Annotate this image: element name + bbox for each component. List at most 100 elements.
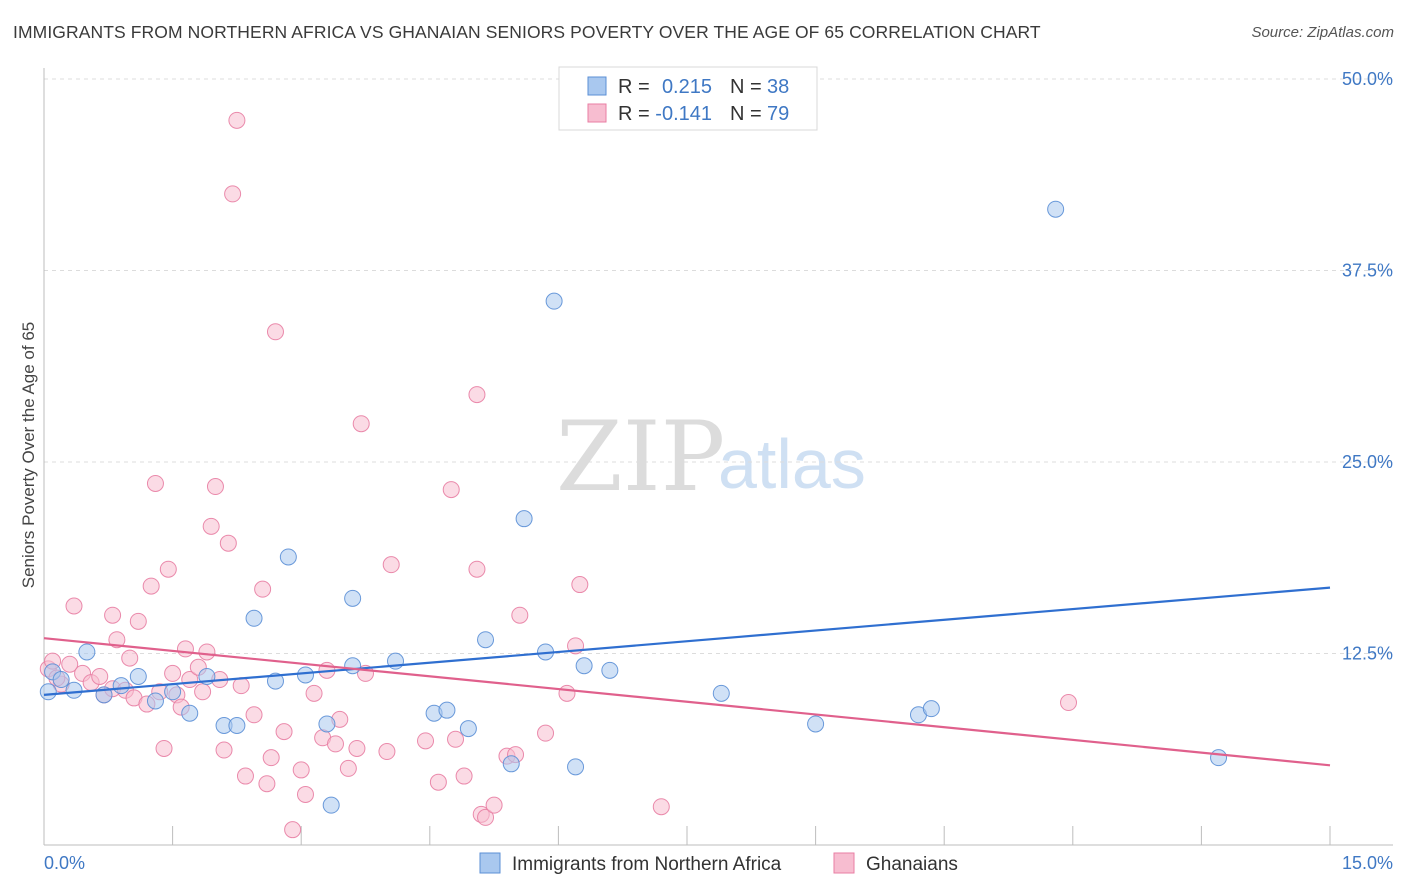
point-ghanaians	[206, 478, 224, 496]
bottom-legend-label: Immigrants from Northern Africa	[512, 854, 782, 875]
point-immigrants-northern-africa	[65, 681, 83, 699]
point-ghanaians	[245, 706, 263, 724]
point-ghanaians	[159, 560, 177, 578]
point-ghanaians	[258, 775, 276, 793]
point-ghanaians	[455, 767, 473, 785]
point-immigrants-northern-africa	[712, 684, 730, 702]
point-ghanaians	[164, 664, 182, 682]
watermark-atlas: atlas	[718, 425, 866, 503]
watermark-zip: ZIP	[556, 401, 725, 513]
point-ghanaians	[429, 773, 447, 791]
point-ghanaians	[382, 556, 400, 574]
point-ghanaians	[352, 415, 370, 433]
point-ghanaians	[537, 724, 555, 742]
point-ghanaians	[202, 517, 220, 535]
point-immigrants-northern-africa	[1210, 749, 1228, 767]
point-ghanaians	[266, 323, 284, 341]
point-immigrants-northern-africa	[245, 609, 263, 627]
point-immigrants-northern-africa	[477, 631, 495, 649]
point-ghanaians	[61, 655, 79, 673]
point-ghanaians	[348, 739, 366, 757]
point-ghanaians	[326, 735, 344, 753]
point-ghanaians	[91, 667, 109, 685]
y-axis-title: Seniors Poverty Over the Age of 65	[19, 322, 38, 588]
point-ghanaians	[194, 683, 212, 701]
bottom-legend: Immigrants from Northern Africa Ghanaians	[479, 852, 958, 875]
point-ghanaians	[339, 759, 357, 777]
legend-r-label: R =	[618, 103, 650, 125]
point-ghanaians	[108, 631, 126, 649]
y-tick-labels: 12.5% 25.0% 37.5% 50.0%	[1342, 69, 1393, 664]
point-ghanaians	[198, 643, 216, 661]
point-ghanaians	[378, 743, 396, 761]
legend-n-label: N =	[730, 103, 762, 125]
legend-n-value: 38	[767, 76, 789, 98]
watermark: ZIP atlas	[556, 401, 866, 513]
point-ghanaians	[417, 732, 435, 750]
point-ghanaians	[104, 606, 122, 624]
y-tick-label: 12.5%	[1342, 644, 1393, 664]
source-credit: Source: ZipAtlas.com	[1251, 24, 1394, 41]
point-ghanaians	[571, 576, 589, 594]
axes	[43, 68, 1393, 846]
point-ghanaians	[146, 474, 164, 492]
point-ghanaians	[215, 741, 233, 759]
point-ghanaians	[477, 808, 495, 826]
bottom-legend-swatch	[833, 852, 855, 874]
point-ghanaians	[254, 580, 272, 598]
point-immigrants-northern-africa	[181, 704, 199, 722]
point-immigrants-northern-africa	[52, 671, 70, 689]
point-immigrants-northern-africa	[322, 796, 340, 814]
point-ghanaians	[129, 612, 147, 630]
point-immigrants-northern-africa	[39, 683, 57, 701]
bottom-legend-label: Ghanaians	[866, 854, 958, 875]
point-immigrants-northern-africa	[545, 292, 563, 310]
point-ghanaians	[284, 821, 302, 839]
legend: R = 0.215 N = 38 R = -0.141 N = 79	[558, 66, 818, 131]
point-immigrants-northern-africa	[459, 720, 477, 738]
legend-r-value: -0.141	[655, 103, 712, 125]
point-immigrants-northern-africa	[344, 657, 362, 675]
x-tick-label-min: 0.0%	[44, 853, 85, 873]
point-immigrants-northern-africa	[266, 672, 284, 690]
point-ghanaians	[155, 739, 173, 757]
point-ghanaians	[468, 386, 486, 404]
point-ghanaians	[447, 730, 465, 748]
trend-line-immigrants-northern-africa	[43, 586, 1331, 696]
point-immigrants-northern-africa	[575, 657, 593, 675]
point-immigrants-northern-africa	[438, 701, 456, 719]
point-ghanaians	[292, 761, 310, 779]
legend-swatch	[587, 76, 607, 96]
point-immigrants-northern-africa	[112, 677, 130, 695]
bottom-legend-swatch	[479, 852, 501, 874]
point-immigrants-northern-africa	[344, 589, 362, 607]
point-immigrants-northern-africa	[296, 666, 314, 684]
point-ghanaians	[442, 481, 460, 499]
y-tick-label: 25.0%	[1342, 452, 1393, 472]
point-ghanaians	[236, 767, 254, 785]
grid-lines	[44, 78, 1393, 654]
x-tick-labels: 0.0% 15.0%	[44, 853, 1393, 873]
legend-n-value: 79	[767, 103, 789, 125]
point-ghanaians	[296, 785, 314, 803]
point-ghanaians	[228, 111, 246, 129]
legend-n-label: N =	[730, 76, 762, 98]
point-ghanaians	[176, 640, 194, 658]
point-immigrants-northern-africa	[318, 715, 336, 733]
point-ghanaians	[275, 723, 293, 741]
point-ghanaians	[65, 597, 83, 615]
point-ghanaians	[1060, 694, 1078, 712]
point-ghanaians	[121, 649, 139, 667]
legend-r-label: R =	[618, 76, 650, 98]
point-immigrants-northern-africa	[129, 667, 147, 685]
point-immigrants-northern-africa	[807, 715, 825, 733]
point-immigrants-northern-africa	[1047, 200, 1065, 218]
point-immigrants-northern-africa	[228, 717, 246, 735]
x-tick-label-max: 15.0%	[1342, 853, 1393, 873]
point-ghanaians	[142, 577, 160, 595]
point-ghanaians	[232, 677, 250, 695]
legend-r-value: 0.215	[662, 76, 712, 98]
y-tick-label: 37.5%	[1342, 261, 1393, 281]
point-immigrants-northern-africa	[78, 643, 96, 661]
